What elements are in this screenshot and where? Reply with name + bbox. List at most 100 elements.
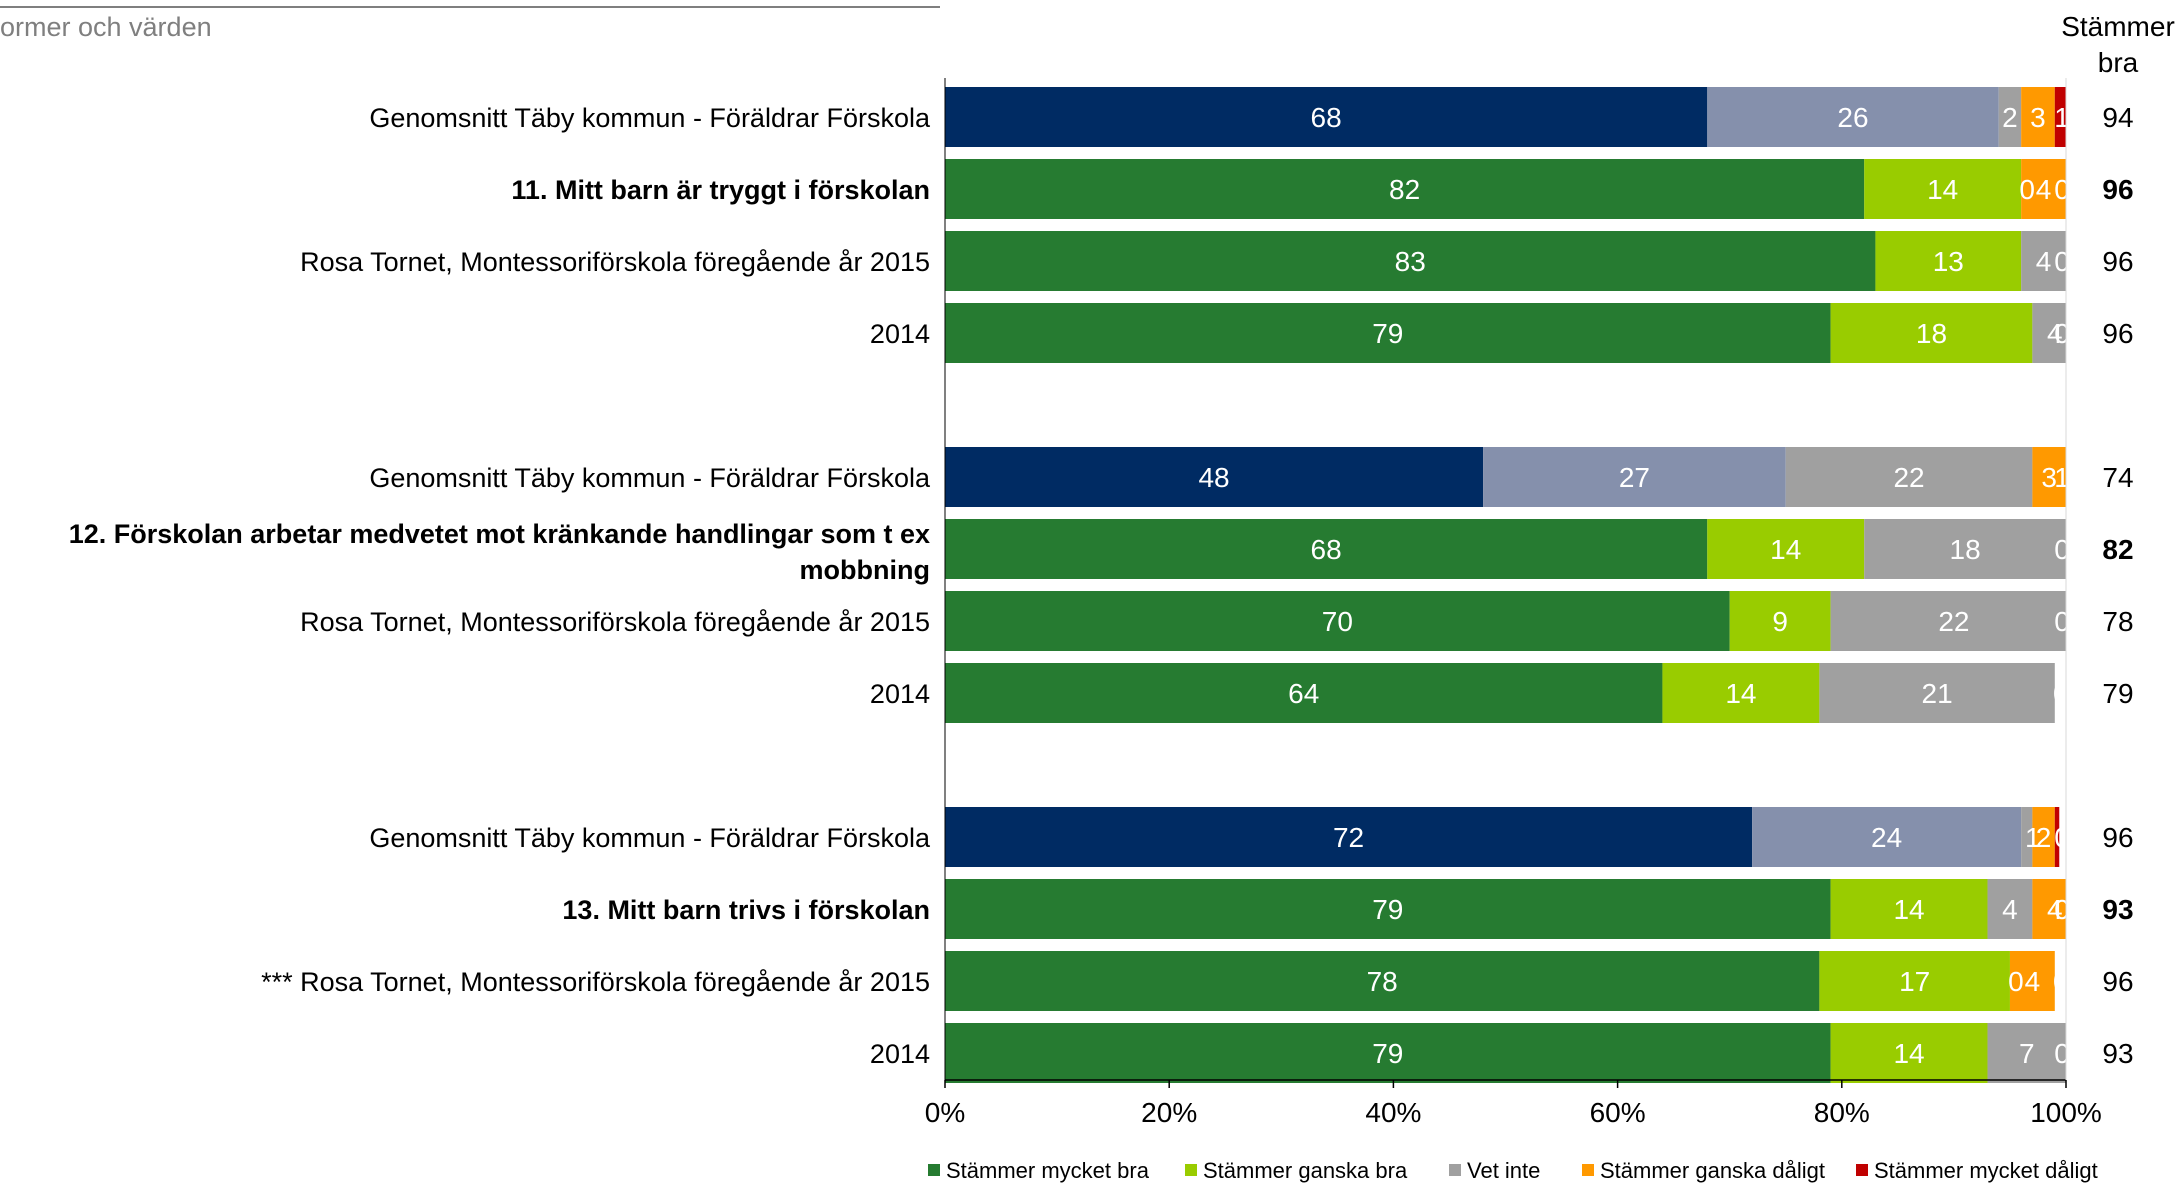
bar-segment xyxy=(2021,807,2033,867)
segment-value-label: 3 xyxy=(2041,462,2057,493)
segment-value-label: 0 xyxy=(2054,174,2070,205)
segment-value-label: 17 xyxy=(1899,966,1930,997)
segment-value-label: 83 xyxy=(1395,246,1426,277)
segment-value-label: 7 xyxy=(2019,1038,2035,1069)
bar-segment xyxy=(2032,807,2055,867)
bar-segment xyxy=(1998,87,2022,147)
category-label: 2014 xyxy=(870,679,930,709)
bar-segment xyxy=(1707,87,1999,147)
legend-label: Stämmer mycket dåligt xyxy=(1874,1158,2098,1183)
category-label: Genomsnitt Täby kommun - Föräldrar Försk… xyxy=(369,823,931,853)
bar-segment xyxy=(945,159,1865,219)
segment-value-label: 68 xyxy=(1311,102,1342,133)
header-title: ormer och värden xyxy=(0,12,212,42)
bar-segment xyxy=(1830,591,2066,651)
segment-value-label: 4 xyxy=(2025,966,2041,997)
category-label: Rosa Tornet, Montessoriförskola föregåen… xyxy=(300,247,930,277)
category-label: 11. Mitt barn är tryggt i förskolan xyxy=(511,175,930,205)
legend-swatch xyxy=(1185,1164,1197,1176)
bar-segment xyxy=(1662,663,1820,723)
bar-segment xyxy=(945,231,1876,291)
segment-value-label: 18 xyxy=(1916,318,1947,349)
segment-value-label: 4 xyxy=(2047,318,2063,349)
segment-value-label: 79 xyxy=(1372,318,1403,349)
segment-value-label: 0 xyxy=(2054,318,2070,349)
segment-value-label: 18 xyxy=(1950,534,1981,565)
total-column-header: Stämmer xyxy=(2061,11,2175,42)
bar-segment xyxy=(945,663,1663,723)
segment-value-label: 3 xyxy=(2030,102,2046,133)
bar-segment xyxy=(1729,591,1831,651)
category-label: Rosa Tornet, Montessoriförskola föregåen… xyxy=(300,607,930,637)
bar-segment xyxy=(1875,231,2022,291)
category-label: *** Rosa Tornet, Montessoriförskola före… xyxy=(261,967,930,997)
bar-segment xyxy=(1864,519,2066,579)
bar-segment xyxy=(1785,447,2033,507)
legend-swatch xyxy=(928,1164,940,1176)
segment-value-label: 0 xyxy=(2054,822,2070,853)
category-label: mobbning xyxy=(800,555,930,585)
x-tick-label: 0% xyxy=(925,1097,965,1128)
bar-segment xyxy=(1987,879,2033,939)
total-value: 93 xyxy=(2102,894,2133,925)
segment-value-label: 2 xyxy=(2036,822,2052,853)
segment-value-label: 0 xyxy=(2053,678,2069,709)
bar-segment xyxy=(1707,519,1865,579)
category-label: 2014 xyxy=(870,1039,930,1069)
bar-segment xyxy=(1830,879,1988,939)
segment-value-label: 78 xyxy=(1367,966,1398,997)
segment-value-label: 4 xyxy=(2047,894,2063,925)
segment-value-label: 0 xyxy=(2054,534,2070,565)
x-axis: 0% 20% 40% 60% 80% 100% xyxy=(925,78,2102,1128)
total-column-header: bra xyxy=(2098,47,2139,78)
segment-value-label: 14 xyxy=(1893,894,1924,925)
segment-value-label: 0 xyxy=(2054,246,2070,277)
total-value: 93 xyxy=(2102,1038,2133,1069)
segment-value-label: 14 xyxy=(1770,534,1801,565)
legend: Stämmer mycket bra Stämmer ganska bra Vet … xyxy=(928,1158,2098,1183)
legend-label: Stämmer ganska bra xyxy=(1203,1158,1408,1183)
bar-segment xyxy=(945,303,1831,363)
bar-segment xyxy=(2032,303,2066,363)
segment-value-label: 22 xyxy=(1893,462,1924,493)
bar-segment xyxy=(945,951,1820,1011)
bar-segment xyxy=(2054,87,2066,147)
total-value: 96 xyxy=(2102,966,2133,997)
segment-value-label: 79 xyxy=(1372,894,1403,925)
bar-segment xyxy=(945,591,1730,651)
x-tick-label: 100% xyxy=(2030,1097,2102,1128)
legend-label: Stämmer ganska dåligt xyxy=(1600,1158,1825,1183)
segment-value-label: 64 xyxy=(1288,678,1319,709)
segment-value-label: 48 xyxy=(1198,462,1229,493)
segment-value-label: 0 xyxy=(2054,894,2070,925)
total-value: 94 xyxy=(2102,102,2133,133)
segment-value-label: 0 xyxy=(2019,174,2035,205)
segment-value-label: 1 xyxy=(2054,462,2070,493)
bar-segment xyxy=(2021,231,2066,291)
total-value: 82 xyxy=(2102,534,2133,565)
legend-label: Vet inte xyxy=(1467,1158,1540,1183)
bar-segment xyxy=(2021,159,2066,219)
legend-swatch xyxy=(1856,1164,1868,1176)
total-value: 78 xyxy=(2102,606,2133,637)
bar-segment xyxy=(1987,1023,2066,1083)
segment-value-label: 14 xyxy=(1725,678,1756,709)
bar-segment xyxy=(1483,447,1786,507)
segment-value-label: 27 xyxy=(1619,462,1650,493)
bars-layer: Genomsnitt Täby kommun - Föräldrar Försk… xyxy=(69,87,2070,1083)
bar-segment xyxy=(2032,879,2066,939)
segment-value-label: 70 xyxy=(1322,606,1353,637)
bar-segment xyxy=(1819,951,2010,1011)
total-value: 96 xyxy=(2102,246,2133,277)
segment-value-label: 24 xyxy=(1871,822,1902,853)
legend-label: Stämmer mycket bra xyxy=(946,1158,1150,1183)
bar-segment xyxy=(2032,447,2066,507)
segment-value-label: 14 xyxy=(1893,1038,1924,1069)
bar-segment xyxy=(1830,1023,1988,1083)
bar-segment xyxy=(2054,807,2060,867)
bar-segment xyxy=(945,519,1708,579)
segment-value-label: 22 xyxy=(1938,606,1969,637)
legend-swatch xyxy=(1449,1164,1461,1176)
segment-value-label: 4 xyxy=(2002,894,2018,925)
segment-value-label: 9 xyxy=(1772,606,1788,637)
